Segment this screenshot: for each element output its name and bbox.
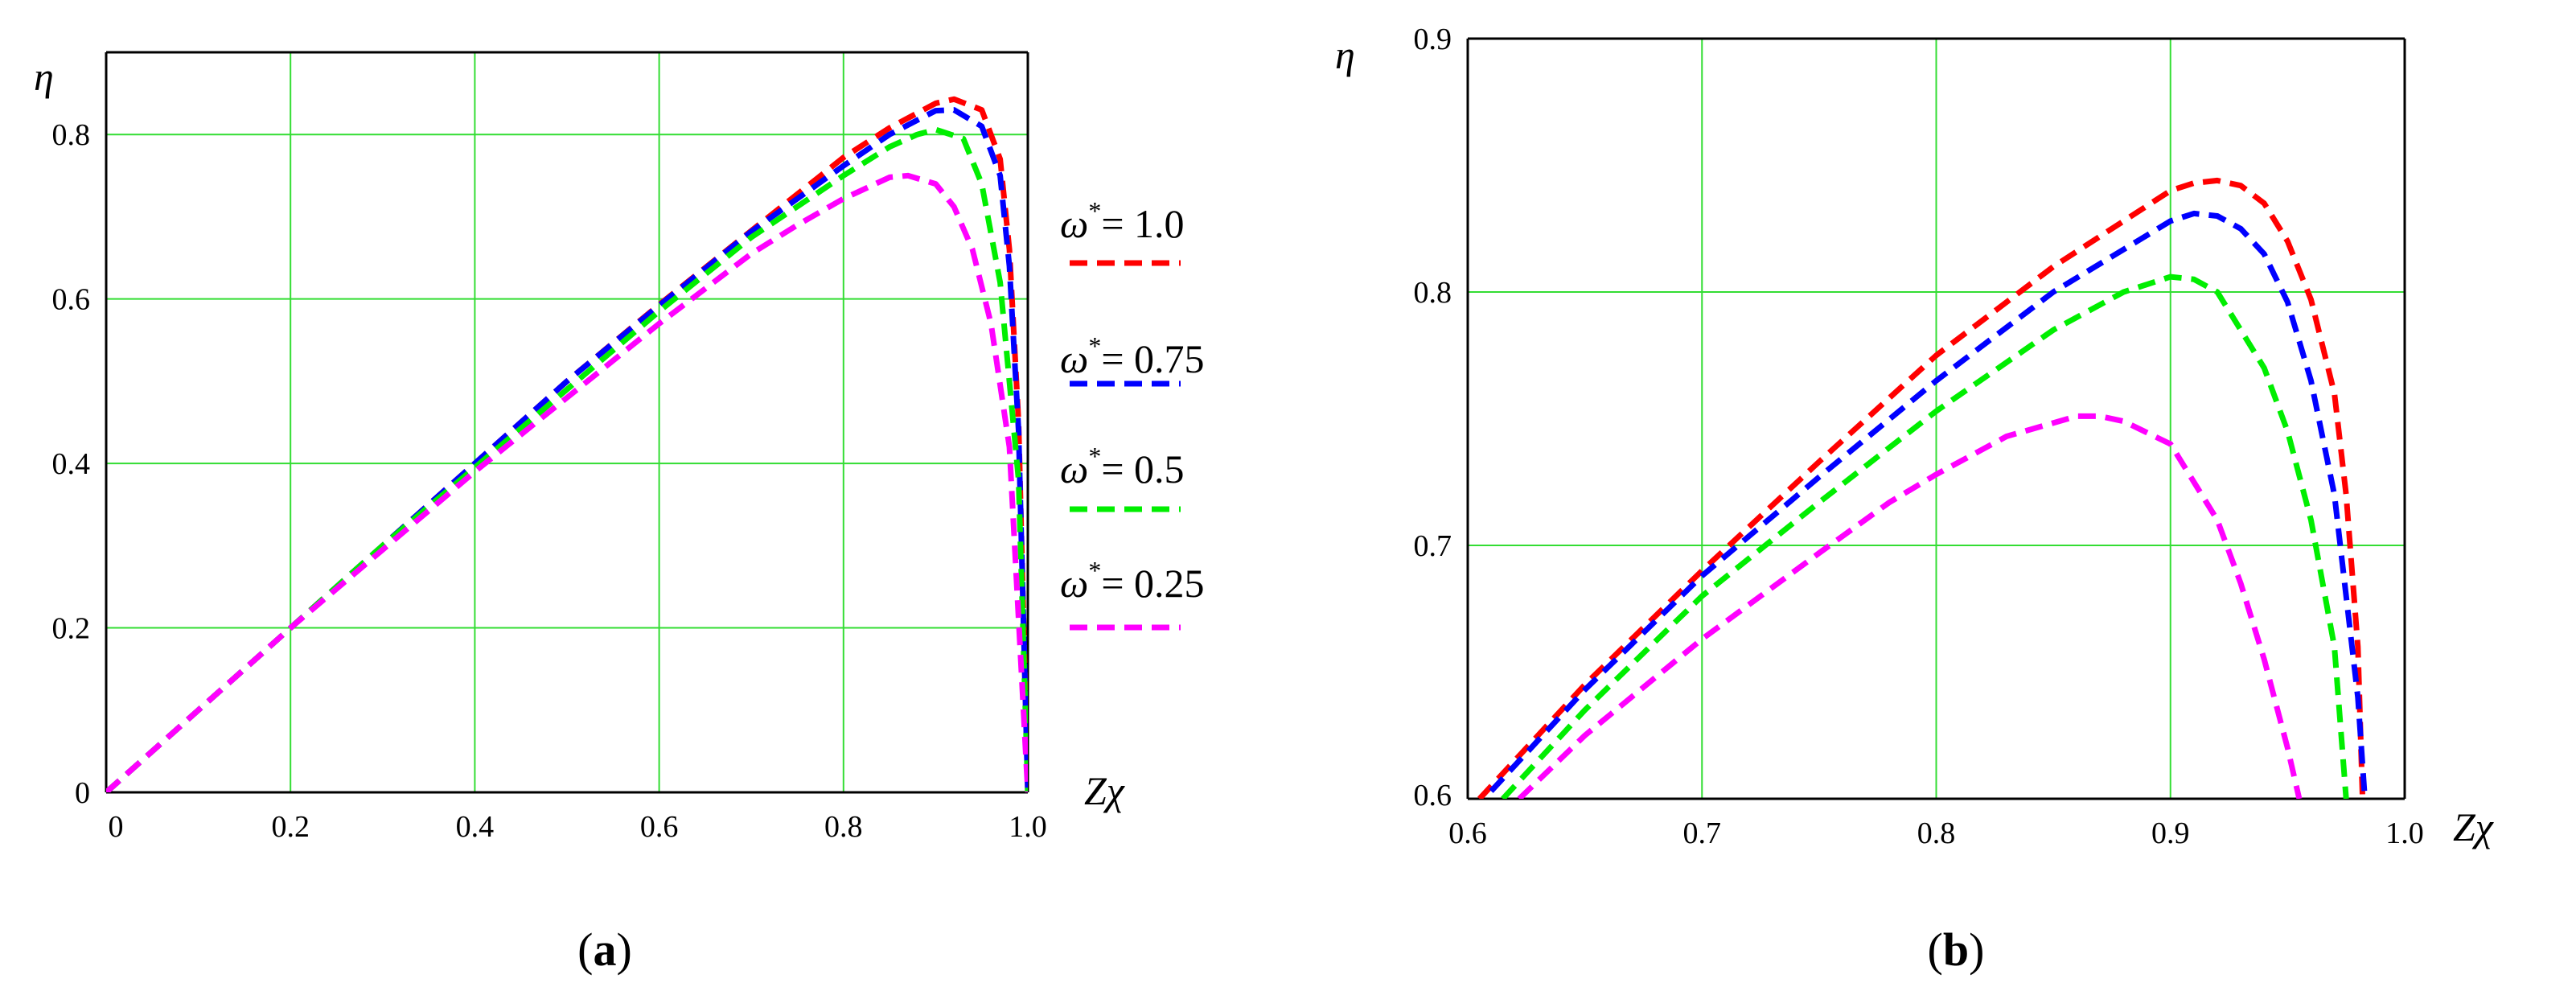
series-line-2	[106, 107, 1028, 792]
y-tick-label: 0.7	[1414, 529, 1452, 563]
y-tick-label: 0.8	[1414, 276, 1452, 310]
panel-label-b: (b)	[1928, 923, 1985, 976]
panel-labels: (a) (b)	[577, 923, 1984, 976]
y-axis-label: η	[34, 54, 54, 99]
x-tick-label: 1.0	[2385, 816, 2424, 850]
y-tick-label: 0.2	[52, 612, 91, 646]
series-line-2	[1489, 210, 2368, 799]
y-tick-label: 0.6	[52, 283, 91, 317]
series-line-4	[106, 172, 1028, 792]
panel-b: 0.6 0.7 0.8 0.9 1.0 0.6 0.7 0.8 0.9 η Zχ	[1335, 23, 2495, 850]
x-tick-label: 1.0	[1009, 810, 1047, 844]
legend-entry-label: ω*= 0.25	[1060, 556, 1205, 606]
x-tick-label: 0.2	[271, 810, 310, 844]
series-line-3	[1501, 273, 2349, 799]
y-tick-label: 0	[75, 776, 90, 810]
x-tick-label: 0.7	[1683, 816, 1722, 850]
panel-label-a: (a)	[577, 923, 632, 976]
y-tick-label: 0.9	[1414, 23, 1452, 56]
panel-a: 0 0.2 0.4 0.6 0.8 1.0 0 0.2 0.4 0.6 0.8 η Zχ	[34, 51, 1126, 844]
y-tick-label: 0.4	[52, 447, 91, 481]
legend-entry-label: ω*= 1.0	[1060, 196, 1185, 246]
series-line-3	[106, 126, 1028, 792]
legend-entry-label: ω*= 0.75	[1060, 331, 1205, 381]
y-axis-label: η	[1335, 32, 1355, 77]
y-tick-label: 0.8	[52, 118, 91, 152]
x-tick-label: 0.8	[1917, 816, 1956, 850]
x-tick-label: 0.4	[456, 810, 495, 844]
y-tick-label: 0.6	[1414, 779, 1452, 812]
x-tick-label: 0.6	[1448, 816, 1487, 850]
x-tick-label: 0.6	[640, 810, 679, 844]
x-axis-label: Zχ	[2453, 804, 2495, 849]
series-line-4	[1517, 413, 2303, 799]
x-tick-label: 0.9	[2151, 816, 2190, 850]
series-line-1	[1477, 177, 2366, 799]
series-line-1	[106, 96, 1028, 792]
x-axis-label: Zχ	[1084, 768, 1126, 813]
legend: ω*= 1.0 ω*= 0.75 ω*= 0.5 ω*= 0.25	[1060, 196, 1205, 631]
x-tick-label: 0	[109, 810, 124, 844]
x-tick-label: 0.8	[824, 810, 863, 844]
legend-entry-label: ω*= 0.5	[1060, 442, 1185, 491]
